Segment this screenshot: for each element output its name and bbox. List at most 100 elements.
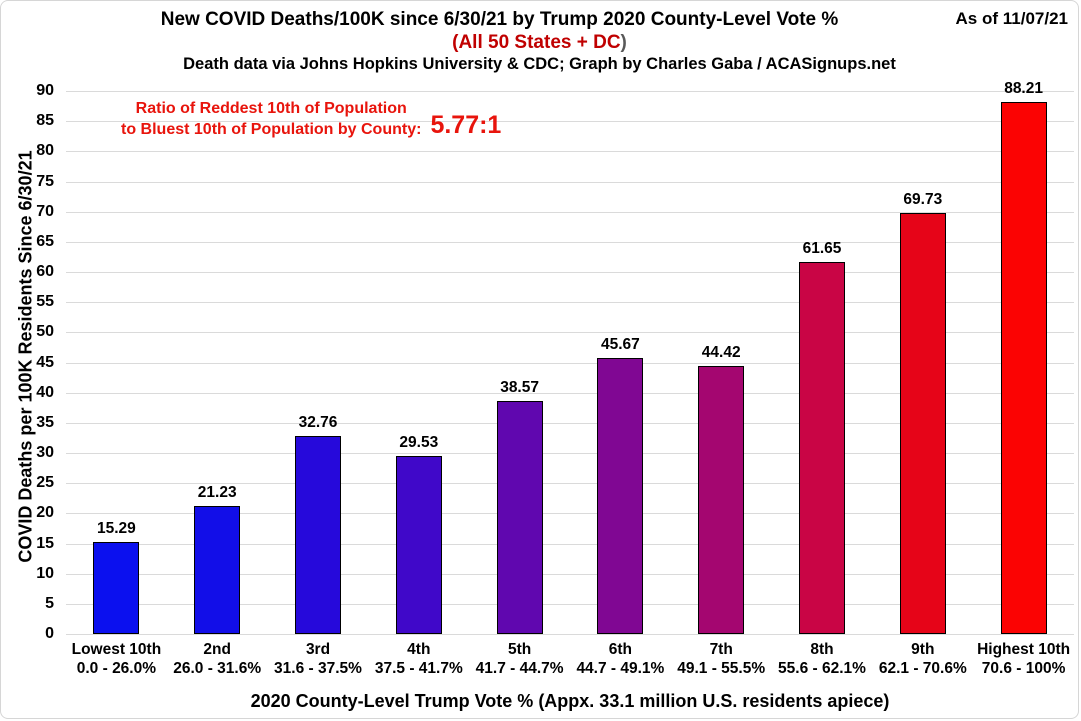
bar (93, 541, 140, 634)
gridline (66, 181, 1074, 183)
gridline (66, 241, 1074, 243)
bar (799, 262, 845, 634)
category-label-range: 44.7 - 49.1% (576, 660, 665, 677)
bar-value-label: 15.29 (96, 519, 136, 537)
gridline (66, 453, 1074, 454)
gridline (66, 634, 1074, 635)
category-label-range: 49.1 - 55.5% (677, 660, 766, 677)
category-label-range: 26.0 - 31.6% (173, 660, 262, 677)
category-label-range: 62.1 - 70.6% (878, 660, 967, 677)
gridline (66, 332, 1074, 334)
as-of-date: As of 11/07/21 (955, 9, 1068, 28)
bar-value-label: 32.76 (298, 414, 338, 432)
category-label-range: 41.7 - 44.7% (475, 660, 564, 677)
category-label-name: 4th (407, 641, 431, 658)
category-label: 7th 49.1 - 55.5% (677, 640, 765, 678)
gridline (66, 543, 1074, 545)
bar (597, 358, 644, 634)
bar-value-label: 21.23 (197, 483, 237, 501)
category-label-name: Highest 10th (977, 641, 1071, 658)
category-label-range: 37.5 - 41.7% (374, 660, 463, 677)
category-label-name: 9th (911, 641, 935, 658)
category-label: 6th 44.7 - 49.1% (576, 640, 664, 678)
category-label: 2nd 26.0 - 31.6% (173, 640, 261, 678)
bar (496, 401, 543, 634)
gridline (66, 121, 1074, 123)
category-label-range: 31.6 - 37.5% (274, 660, 362, 677)
y-tick-label: 85 (36, 112, 54, 130)
category-label-name: Lowest 10th (71, 641, 162, 658)
chart-subtitle: (All 50 States + DC) (1, 32, 1078, 54)
gridline (66, 483, 1074, 485)
y-tick-label: 30 (36, 444, 54, 461)
category-label-range: 55.6 - 62.1% (778, 660, 866, 677)
y-tick-label: 20 (36, 504, 54, 522)
category-label-name: 7th (709, 641, 733, 658)
category-label: Lowest 10th 0.0 - 26.0% (72, 640, 162, 678)
bar (295, 436, 341, 634)
category-label: 4th 37.5 - 41.7% (375, 640, 463, 678)
category-label-name: 3rd (305, 641, 331, 658)
ratio-value: 5.77:1 (430, 111, 502, 139)
ratio-annotation-line1: Ratio of Reddest 10th of Population (135, 99, 407, 117)
y-tick-label: 40 (36, 383, 54, 401)
y-axis-title: COVID Deaths per 100K Residents Since 6/… (15, 150, 36, 563)
ratio-annotation: Ratio of Reddest 10th of Population to B… (121, 97, 501, 140)
gridline (66, 91, 1074, 92)
bar-value-label: 61.65 (802, 240, 842, 258)
y-tick-label: 10 (36, 564, 54, 582)
category-label-name: 2nd (203, 641, 231, 658)
y-tick-label: 35 (36, 413, 54, 431)
y-tick-label: 75 (36, 172, 54, 190)
x-axis-title: 2020 County-Level Trump Vote % (Appx. 33… (250, 691, 890, 711)
y-tick-label: 15 (36, 534, 54, 552)
y-tick-label: 0 (45, 625, 54, 642)
category-label: 3rd 31.6 - 37.5% (274, 640, 362, 678)
category-label: 5th 41.7 - 44.7% (476, 640, 564, 678)
gridline (66, 272, 1074, 273)
y-tick-label: 90 (36, 82, 54, 99)
gridline (66, 603, 1074, 605)
category-label-range: 70.6 - 100% (981, 660, 1066, 677)
gridline (66, 392, 1074, 394)
plot-area: 0 5 10 15 20 25 30 35 40 45 50 55 60 65 70 75 80 85 90 15.2… (36, 80, 1074, 677)
y-tick-label: 60 (36, 263, 54, 280)
bar-value-label: 45.67 (600, 336, 640, 354)
bar-value-label: 29.53 (399, 433, 439, 451)
bar-value-label: 38.57 (500, 379, 539, 397)
ratio-annotation-text: Ratio of Reddest 10th of Population to B… (121, 98, 421, 140)
chart-credit: Death data via Johns Hopkins University … (183, 55, 896, 73)
y-tick-label: 65 (36, 232, 54, 250)
chart-title: New COVID Deaths/100K since 6/30/21 by T… (160, 9, 839, 30)
y-tick-label: 70 (36, 202, 54, 220)
category-label: Highest 10th 70.6 - 100% (977, 640, 1070, 678)
y-tick-label: 55 (36, 293, 54, 311)
chart-subtitle-paren: ) (620, 32, 627, 53)
gridline (66, 211, 1074, 213)
gridline (66, 362, 1074, 364)
ratio-annotation-line2: to Bluest 10th of Population by County: (121, 120, 422, 138)
gridline (66, 573, 1074, 575)
bar-value-label: 44.42 (701, 343, 741, 361)
category-label: 9th 62.1 - 70.6% (879, 640, 967, 678)
y-tick-label: 5 (45, 594, 54, 612)
gridline (66, 422, 1074, 424)
gridline (66, 513, 1074, 515)
category-label-name: 8th (810, 641, 834, 658)
bar (194, 505, 241, 634)
bar (395, 455, 442, 634)
category-label-name: 5th (507, 641, 532, 658)
bar-value-label: 69.73 (903, 191, 943, 209)
gridline (66, 151, 1074, 153)
bar-value-label: 88.21 (1004, 79, 1043, 97)
bar (1000, 101, 1047, 634)
category-label-name: 6th (608, 641, 633, 658)
bar (698, 366, 745, 634)
bar (899, 213, 946, 634)
gridline (66, 302, 1074, 304)
y-tick-label: 50 (36, 323, 54, 341)
y-tick-label: 80 (36, 142, 54, 160)
category-label-range: 0.0 - 26.0% (76, 660, 157, 677)
chart-subtitle-red: (All 50 States + DC (452, 32, 621, 53)
